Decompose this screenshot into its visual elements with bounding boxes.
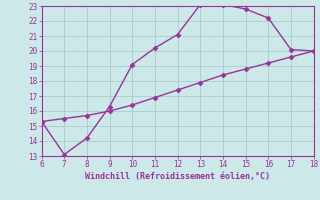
X-axis label: Windchill (Refroidissement éolien,°C): Windchill (Refroidissement éolien,°C) <box>85 172 270 181</box>
